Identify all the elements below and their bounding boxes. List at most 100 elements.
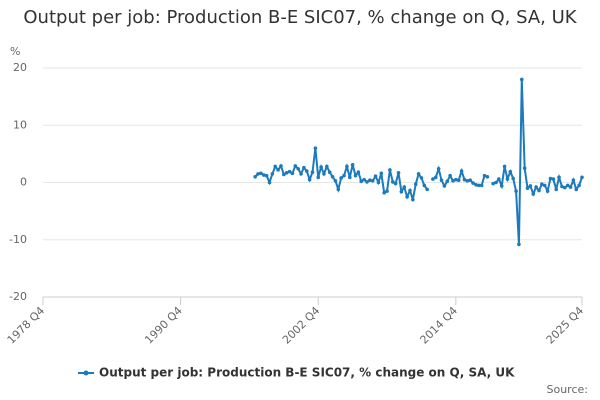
point [485, 174, 490, 179]
point [273, 164, 278, 169]
point [425, 187, 429, 192]
point [350, 162, 355, 167]
y-tick-label: 0 [20, 176, 27, 189]
point [330, 174, 335, 179]
point [436, 166, 441, 171]
point [359, 179, 364, 184]
point [431, 177, 435, 181]
point [313, 146, 318, 150]
point [322, 172, 326, 176]
point [399, 189, 404, 194]
point [347, 175, 352, 180]
point [370, 178, 375, 183]
point [565, 183, 570, 188]
x-tick-label: 2025 Q4 [544, 304, 587, 347]
point [560, 184, 564, 189]
point [310, 170, 315, 174]
point [304, 169, 309, 173]
point [422, 183, 427, 188]
point [282, 172, 286, 177]
point [284, 170, 289, 175]
point [376, 180, 381, 185]
y-tick-label: 20 [13, 61, 27, 74]
y-tick-label: -10 [9, 233, 27, 246]
point [454, 177, 458, 182]
point [474, 182, 478, 187]
point [390, 180, 395, 184]
point [497, 177, 501, 181]
x-tick-label: 2014 Q4 [418, 304, 461, 347]
y-tick-label: 10 [13, 118, 27, 131]
point [451, 178, 455, 183]
point [517, 242, 521, 247]
point [345, 164, 349, 169]
point [402, 185, 407, 189]
point [448, 173, 452, 178]
point [519, 77, 524, 82]
point [571, 178, 576, 183]
point [411, 197, 415, 202]
point [356, 170, 361, 174]
point [353, 173, 358, 178]
point [479, 183, 484, 188]
point [482, 173, 487, 178]
point [325, 164, 329, 169]
source: Source: [547, 383, 589, 396]
point [471, 181, 475, 185]
point [514, 189, 518, 193]
point [296, 166, 300, 171]
point [316, 175, 321, 180]
point [299, 172, 303, 176]
point [465, 178, 470, 183]
point [505, 177, 510, 181]
point [491, 181, 495, 186]
point [548, 176, 553, 181]
point [405, 195, 409, 199]
point [499, 184, 504, 188]
point [433, 175, 438, 180]
point [336, 187, 341, 192]
point [525, 186, 530, 191]
point [368, 178, 372, 183]
point [459, 169, 464, 173]
point [557, 175, 561, 180]
point [408, 188, 412, 193]
point [319, 165, 323, 169]
point [522, 166, 527, 170]
point [537, 188, 541, 193]
point [528, 184, 533, 188]
point [511, 176, 515, 181]
point [551, 177, 556, 181]
point [261, 173, 266, 177]
point [396, 170, 401, 175]
point [419, 176, 424, 180]
point [568, 185, 573, 189]
point [534, 185, 538, 189]
point [290, 171, 295, 176]
legend-label: Output per job: Production B-E SIC07, % … [99, 366, 515, 380]
point [554, 187, 558, 192]
point [540, 182, 544, 187]
point [276, 168, 280, 172]
point [577, 183, 581, 188]
point [531, 192, 536, 196]
point [545, 189, 550, 193]
x-tick-label: 1978 Q4 [5, 304, 48, 347]
point [562, 185, 567, 190]
point [502, 164, 507, 169]
chart-title: Output per job: Production B-E SIC07, % … [23, 7, 577, 28]
point [270, 172, 275, 176]
y-tick-label: -20 [9, 290, 27, 303]
point [388, 168, 392, 172]
point [279, 164, 283, 168]
point [379, 171, 384, 176]
point [462, 177, 467, 182]
point [365, 180, 369, 184]
point [542, 183, 547, 188]
point [339, 176, 343, 180]
point [342, 173, 346, 178]
point [468, 178, 472, 183]
point [333, 178, 338, 183]
point [362, 177, 366, 182]
